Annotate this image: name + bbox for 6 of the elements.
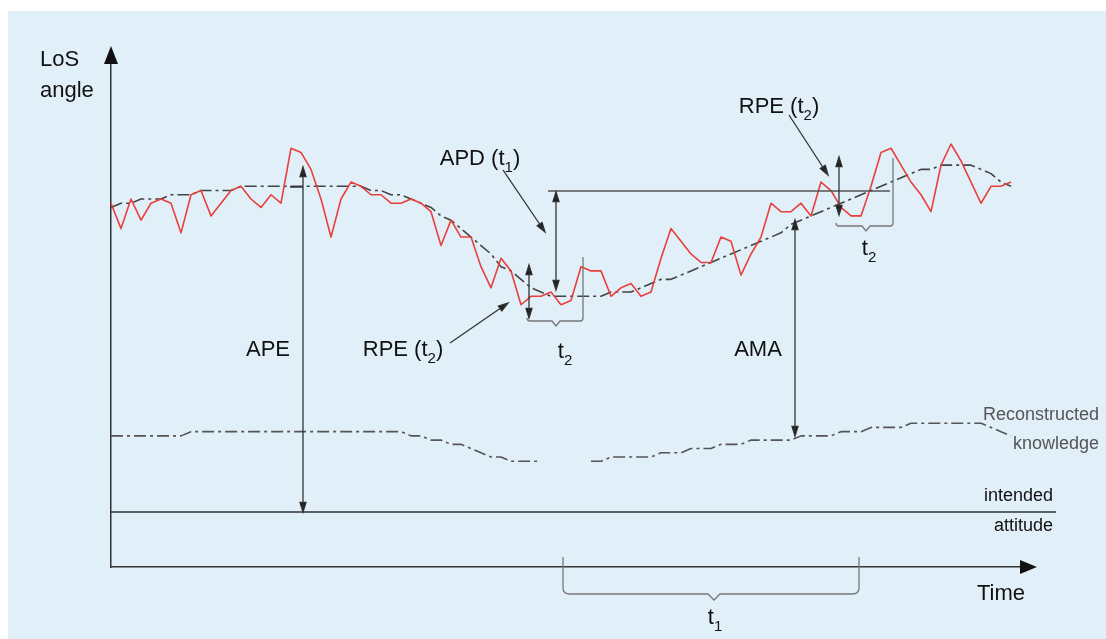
series-label: Reconstructed knowledge xyxy=(982,403,1099,453)
annotation: AMA xyxy=(734,336,783,361)
y-axis-title: LoS angle xyxy=(40,46,94,102)
annotation: APE xyxy=(245,336,291,361)
x-axis-title: Time xyxy=(976,580,1026,605)
ref-line-label: intended attitude xyxy=(983,485,1054,536)
